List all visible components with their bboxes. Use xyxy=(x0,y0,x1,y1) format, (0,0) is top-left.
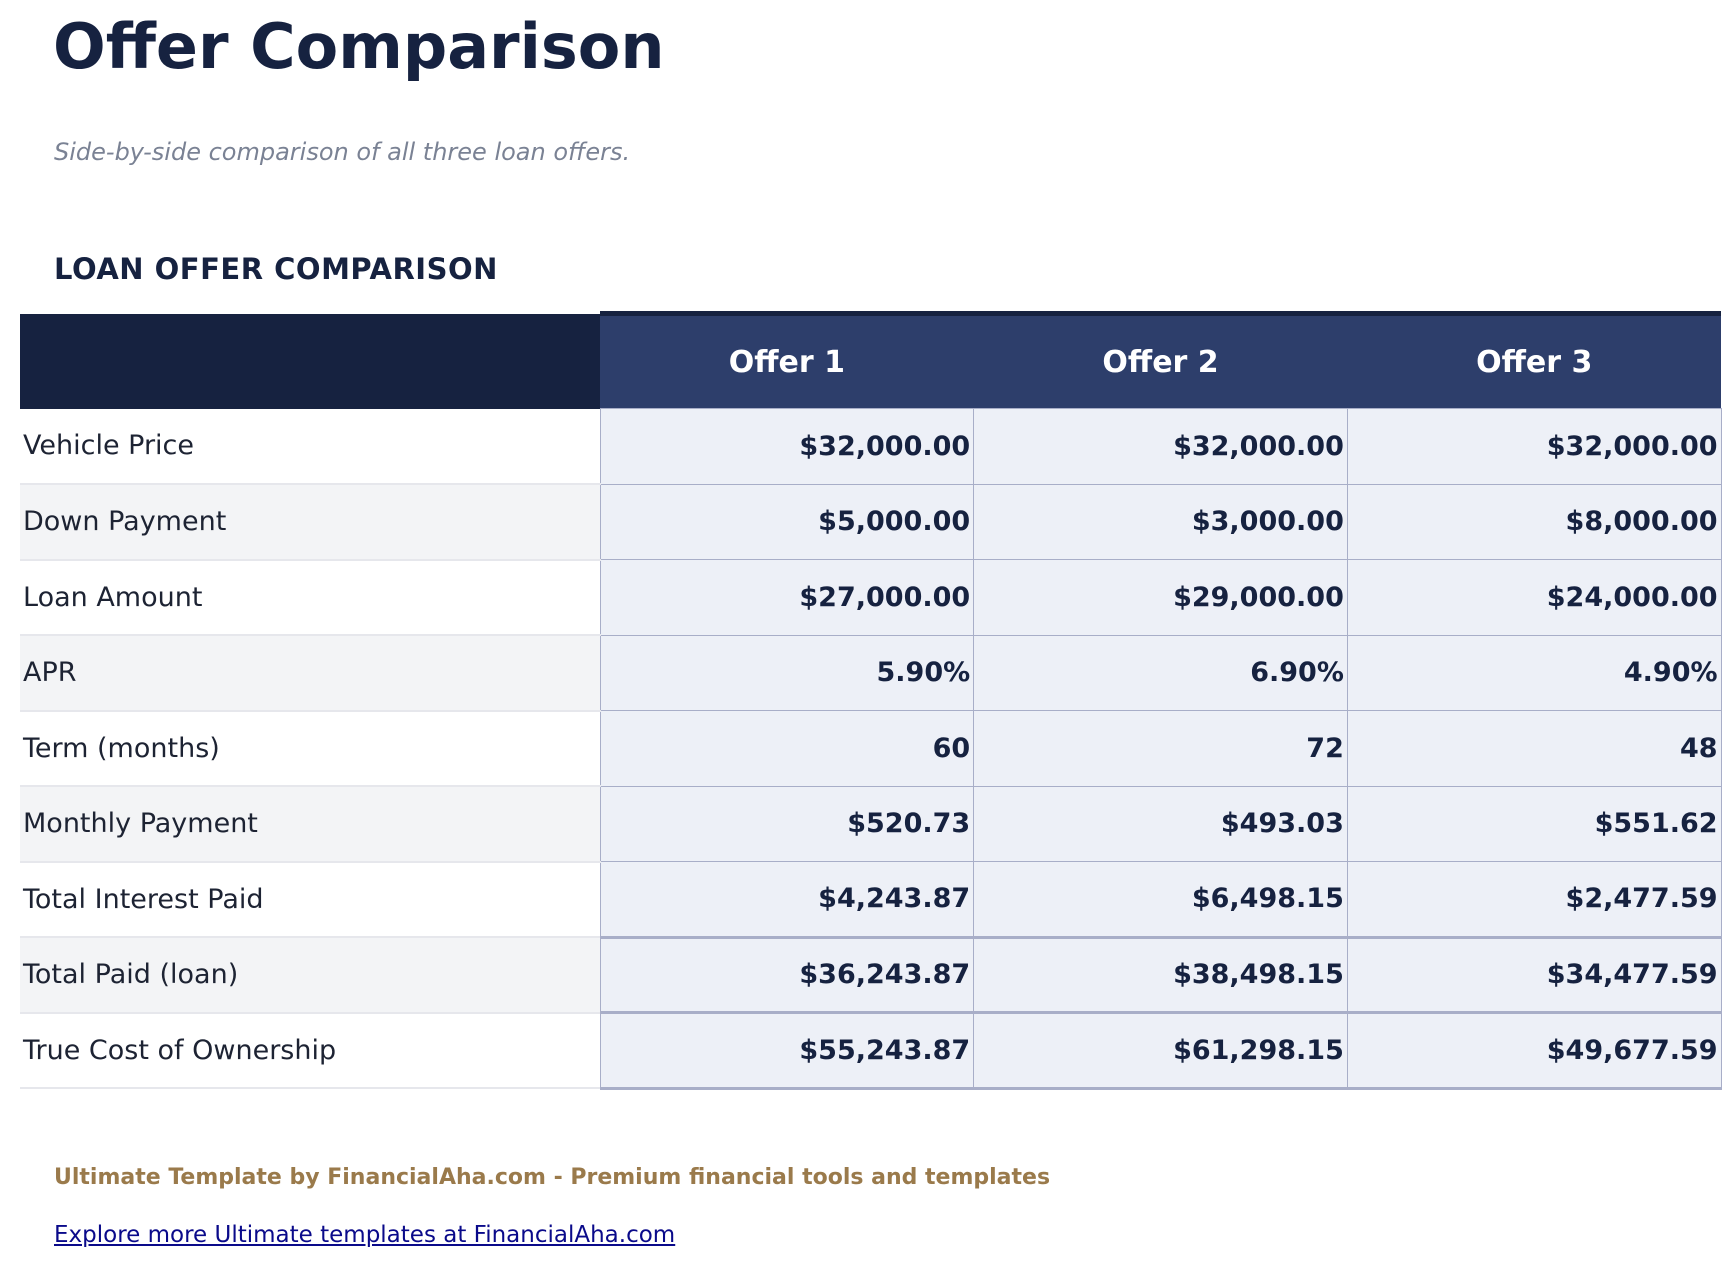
row-label: Loan Amount xyxy=(20,559,600,636)
header-offer-1: Offer 1 xyxy=(600,311,974,409)
offer-1-value: $32,000.00 xyxy=(599,408,975,485)
offer-3-value: $551.62 xyxy=(1346,785,1722,862)
offer-2-value: $32,000.00 xyxy=(973,408,1348,485)
footer-credit: Ultimate Template by FinancialAha.com - … xyxy=(54,1165,1051,1190)
row-label: Total Interest Paid xyxy=(20,861,600,938)
offer-1-value: $5,000.00 xyxy=(599,483,975,560)
offer-1-value: $4,243.87 xyxy=(599,861,975,938)
row-label: APR xyxy=(20,635,600,712)
table-row: True Cost of Ownership $55,243.87 $61,298.… xyxy=(20,1011,1722,1090)
table-row: Down Payment $5,000.00 $3,000.00 $8,000.00 xyxy=(20,483,1722,561)
offer-2-value: 72 xyxy=(973,710,1348,787)
row-label: Total Paid (loan) xyxy=(20,937,600,1014)
row-label: Down Payment xyxy=(20,484,600,561)
header-offer-3: Offer 3 xyxy=(1347,311,1722,409)
offer-3-value: 48 xyxy=(1346,710,1722,787)
offer-3-value: $34,477.59 xyxy=(1346,935,1722,1013)
offer-3-value: $49,677.59 xyxy=(1346,1011,1722,1090)
offer-3-value: $24,000.00 xyxy=(1346,559,1722,636)
offer-1-value: 5.90% xyxy=(599,634,975,711)
offer-1-value: $55,243.87 xyxy=(599,1011,975,1090)
row-label: Vehicle Price xyxy=(20,408,600,485)
offer-1-value: 60 xyxy=(599,710,975,787)
offer-3-value: $32,000.00 xyxy=(1346,408,1722,485)
table-row: Term (months) 60 72 48 xyxy=(20,710,1722,787)
table-row: Monthly Payment $520.73 $493.03 $551.62 xyxy=(20,785,1722,863)
table-row: Total Paid (loan) $36,243.87 $38,498.15 $34… xyxy=(20,935,1722,1014)
offer-2-value: $3,000.00 xyxy=(973,483,1348,560)
header-offer-2: Offer 2 xyxy=(973,311,1348,409)
table-row: APR 5.90% 6.90% 4.90% xyxy=(20,634,1722,712)
table-row: Loan Amount $27,000.00 $29,000.00 $24,000.0… xyxy=(20,559,1722,636)
offer-2-value: $493.03 xyxy=(973,785,1348,862)
row-label: Term (months) xyxy=(20,710,600,787)
page-title: Offer Comparison xyxy=(53,10,665,83)
table-header-row: Offer 1 Offer 2 Offer 3 xyxy=(20,311,1722,409)
page-subtitle: Side-by-side comparison of all three loa… xyxy=(54,138,631,166)
offer-2-value: 6.90% xyxy=(973,634,1348,711)
offer-3-value: 4.90% xyxy=(1346,634,1722,711)
table-row: Total Interest Paid $4,243.87 $6,498.15 $2,… xyxy=(20,861,1722,938)
row-label: Monthly Payment xyxy=(20,786,600,863)
offer-1-value: $36,243.87 xyxy=(599,935,975,1013)
offer-1-value: $27,000.00 xyxy=(599,559,975,636)
offer-3-value: $8,000.00 xyxy=(1346,483,1722,560)
offer-2-value: $61,298.15 xyxy=(973,1011,1348,1090)
explore-link[interactable]: Explore more Ultimate templates at Finan… xyxy=(54,1222,676,1248)
offer-3-value: $2,477.59 xyxy=(1346,861,1722,938)
section-title: LOAN OFFER COMPARISON xyxy=(54,252,498,286)
row-label: True Cost of Ownership xyxy=(20,1012,600,1089)
offer-2-value: $6,498.15 xyxy=(973,861,1348,938)
offer-2-value: $29,000.00 xyxy=(973,559,1348,636)
offer-2-value: $38,498.15 xyxy=(973,935,1348,1013)
comparison-table: Offer 1 Offer 2 Offer 3 Vehicle Price $32… xyxy=(20,311,1722,1090)
offer-1-value: $520.73 xyxy=(599,785,975,862)
table-row: Vehicle Price $32,000.00 $32,000.00 $32,000… xyxy=(20,408,1722,485)
header-blank xyxy=(20,314,600,409)
